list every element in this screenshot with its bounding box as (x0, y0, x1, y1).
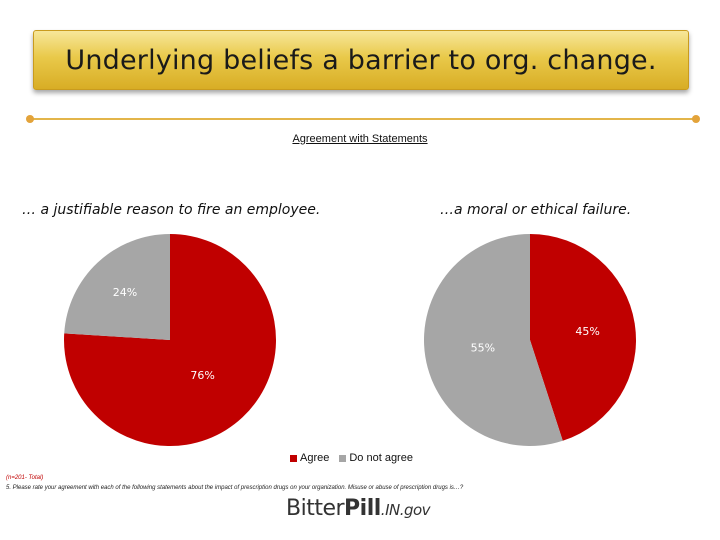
chart-heading: Agreement with Statements (292, 133, 428, 145)
legend-item-do-not-agree: Do not agree (339, 452, 413, 464)
pie-slice-label-do-not-agree: 55% (471, 341, 495, 354)
pie-slice-label-agree: 76% (190, 369, 214, 382)
pie-slice-label-do-not-agree: 24% (113, 286, 137, 299)
logo-word-pill: Pill (344, 496, 381, 521)
divider-dot-left (26, 115, 34, 123)
divider-dot-right (692, 115, 700, 123)
legend-swatch-do-not-agree (339, 454, 347, 462)
pie-slice-label-agree: 45% (575, 325, 599, 338)
title-banner: Underlying beliefs a barrier to org. cha… (33, 30, 689, 90)
pie-slice-do-not-agree (64, 234, 170, 340)
legend-item-agree: Agree (290, 452, 329, 464)
footnote-sample: (n=201- Total) (6, 475, 44, 481)
pie-slice-agree (530, 234, 637, 441)
chart-legend: Agree Do not agree (290, 452, 413, 464)
pie-left-title: … a justifiable reason to fire an employ… (22, 202, 321, 218)
legend-label-agree: Agree (300, 452, 330, 464)
page-title: Underlying beliefs a barrier to org. cha… (65, 44, 657, 76)
bitterpill-logo: BitterPill.IN.gov (286, 496, 431, 521)
legend-swatch-agree (290, 454, 297, 462)
footnote-question: 5. Please rate your agreement with each … (6, 485, 464, 491)
pie-chart-left: 76% 24% (64, 234, 276, 446)
legend-label-do-not-agree: Do not agree (349, 452, 413, 464)
logo-word-bitter: Bitter (286, 496, 345, 521)
pie-chart-right: 45% 55% (424, 234, 637, 446)
divider-line (28, 118, 696, 120)
pie-right-title: …a moral or ethical failure. (440, 202, 632, 218)
logo-suffix: .IN.gov (380, 501, 431, 519)
pie-slice-agree (64, 234, 276, 446)
pie-slice-do-not-agree (424, 234, 563, 446)
